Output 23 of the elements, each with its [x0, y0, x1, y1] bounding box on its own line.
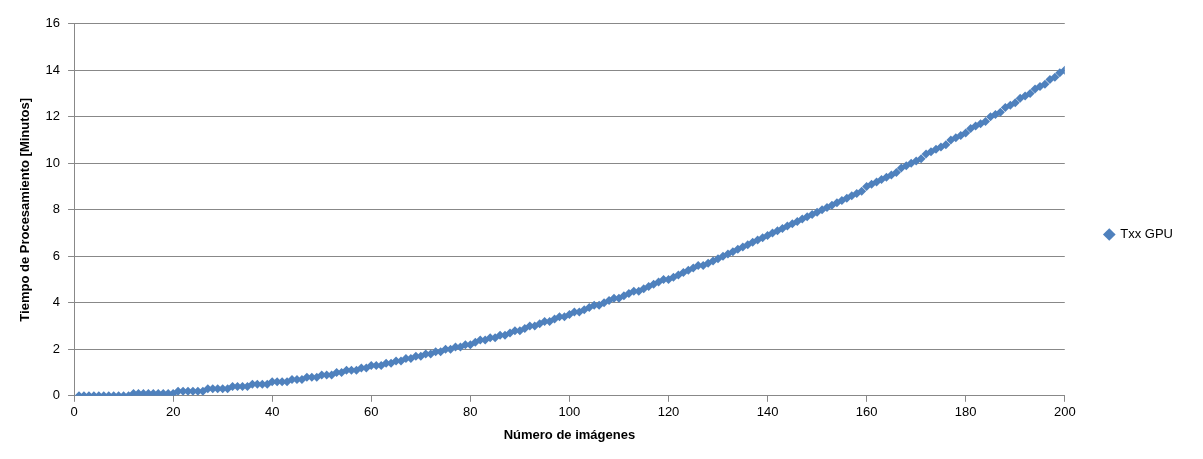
x-tick-label: 80 [463, 404, 478, 420]
x-tick-label: 180 [954, 404, 977, 420]
x-axis-title: Número de imágenes [503, 426, 636, 442]
x-tick-label: 160 [855, 404, 878, 420]
x-tick-label: 140 [756, 404, 779, 420]
x-tick-label: 60 [364, 404, 379, 420]
y-tick-label: 6 [52, 247, 61, 263]
x-tick-label: 40 [264, 404, 280, 420]
y-tick-label: 10 [45, 154, 61, 170]
y-tick-label: 0 [52, 387, 61, 403]
x-tick-label: 0 [70, 404, 78, 420]
y-tick-label: 4 [52, 294, 61, 310]
legend-label: Txx GPU [1120, 226, 1174, 242]
x-tick-label: 200 [1053, 404, 1076, 420]
y-tick-label: 2 [52, 340, 61, 356]
x-tick-label: 20 [165, 404, 181, 420]
y-axis-title: Tiempo de Procesamiento [Minutos] [17, 97, 33, 322]
x-tick-label: 120 [657, 404, 680, 420]
y-tick-label: 12 [45, 108, 61, 124]
y-tick-label: 16 [45, 15, 61, 31]
x-tick-label: 100 [558, 404, 581, 420]
y-tick-label: 8 [52, 201, 61, 217]
y-tick-label: 14 [45, 61, 61, 77]
